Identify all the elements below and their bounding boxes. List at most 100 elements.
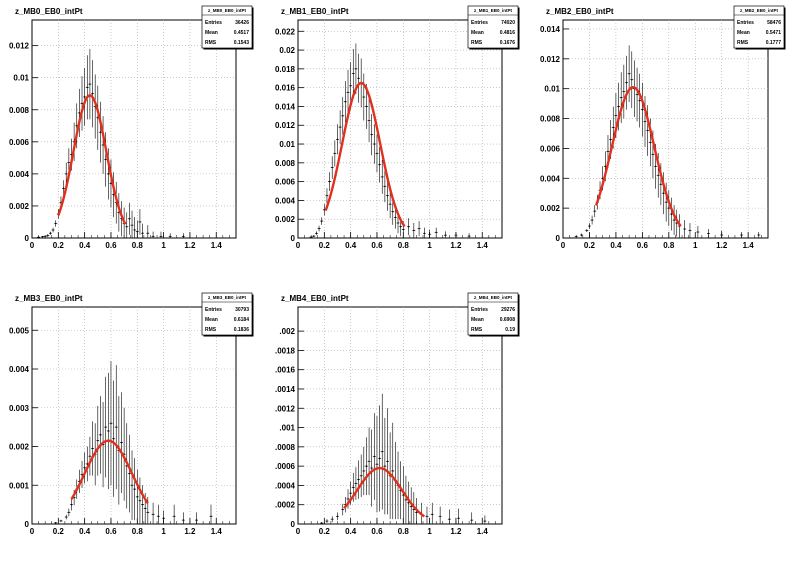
data-point bbox=[410, 505, 412, 508]
data-point bbox=[344, 101, 347, 103]
data-point bbox=[107, 173, 110, 175]
stats-box-name: z_MB0_EB0_intPt bbox=[208, 8, 247, 13]
data-point bbox=[402, 228, 404, 231]
y-tick-label: .0004 bbox=[275, 481, 296, 490]
data-point bbox=[662, 192, 665, 194]
y-tick-label: 0.02 bbox=[279, 46, 295, 55]
data-point bbox=[139, 221, 141, 223]
y-tick-label-zero: 0 bbox=[291, 234, 296, 243]
stats-label: RMS bbox=[205, 327, 217, 333]
data-point bbox=[392, 470, 394, 472]
data-point bbox=[99, 131, 102, 133]
data-point bbox=[455, 234, 457, 236]
data-point bbox=[86, 86, 88, 89]
data-point bbox=[376, 463, 378, 465]
data-point bbox=[665, 201, 667, 203]
data-point bbox=[89, 455, 91, 457]
data-point bbox=[336, 515, 339, 517]
data-point bbox=[331, 166, 333, 169]
data-point bbox=[49, 232, 52, 234]
x-tick-label: 0.2 bbox=[584, 241, 596, 250]
stats-value: 0.1543 bbox=[234, 40, 250, 46]
x-tick-label: 1 bbox=[161, 241, 166, 250]
x-tick-label: 0.4 bbox=[345, 527, 357, 536]
data-point bbox=[195, 519, 198, 521]
data-point bbox=[646, 129, 649, 132]
data-point bbox=[320, 522, 323, 524]
y-tick-label: 0.016 bbox=[275, 84, 296, 93]
data-point bbox=[360, 475, 362, 477]
data-point bbox=[78, 112, 81, 114]
stats-box-name: z_MB4_EB0_intPt bbox=[474, 295, 513, 300]
x-tick-label: 0.6 bbox=[105, 527, 117, 536]
y-tick-label-zero: 0 bbox=[291, 520, 296, 529]
data-point bbox=[136, 496, 138, 498]
data-point bbox=[47, 234, 49, 237]
data-point bbox=[60, 520, 62, 522]
data-point bbox=[673, 219, 675, 221]
data-point bbox=[182, 235, 185, 238]
stats-value: 0.5471 bbox=[766, 30, 782, 36]
data-point bbox=[689, 229, 691, 232]
stats-label: Mean bbox=[205, 317, 218, 323]
data-point bbox=[133, 229, 136, 231]
data-point bbox=[173, 515, 175, 517]
stats-value: 0.1777 bbox=[766, 40, 782, 46]
x-tick-label: 0.6 bbox=[637, 241, 649, 250]
x-tick-label: 1.2 bbox=[184, 527, 196, 536]
y-tick-label: 0.014 bbox=[275, 102, 296, 111]
x-tick-label: 0.6 bbox=[371, 241, 383, 250]
data-point bbox=[641, 108, 644, 111]
data-point bbox=[371, 133, 373, 136]
data-point bbox=[54, 522, 57, 524]
data-point bbox=[649, 141, 651, 144]
x-tick-label: 1.4 bbox=[211, 527, 223, 536]
stats-label: Mean bbox=[471, 30, 484, 36]
y-tick-label: 0.004 bbox=[9, 365, 30, 374]
stats-value: 0.6184 bbox=[234, 317, 250, 323]
data-point bbox=[639, 99, 641, 102]
data-point bbox=[128, 472, 131, 475]
data-point bbox=[349, 492, 352, 494]
y-tick-label: .0012 bbox=[275, 404, 296, 413]
x-tick-label: 0.4 bbox=[79, 527, 91, 536]
data-point bbox=[141, 232, 144, 234]
x-tick-label: 0.2 bbox=[319, 241, 331, 250]
y-tick-label: .0008 bbox=[275, 443, 296, 452]
x-tick-label: 1.2 bbox=[184, 241, 196, 250]
data-point bbox=[76, 125, 78, 127]
stats-label: RMS bbox=[737, 40, 749, 46]
data-point bbox=[609, 138, 612, 141]
data-point bbox=[152, 235, 154, 238]
x-tick-label: 1.2 bbox=[450, 241, 462, 250]
data-point bbox=[65, 516, 67, 518]
data-point bbox=[386, 460, 389, 463]
fit-curve bbox=[70, 439, 149, 504]
x-tick-label: 0.2 bbox=[53, 241, 65, 250]
histogram-panel-3: z_MB3_EB0_intPt 0 0.2 0.4 0.6 0.8 1 1.2 1.4 0.001… bbox=[9, 292, 254, 536]
x-tick-label: 0.8 bbox=[398, 241, 410, 250]
y-tick-label: 0.012 bbox=[540, 55, 561, 64]
data-point bbox=[83, 96, 86, 98]
data-point bbox=[654, 165, 657, 168]
data-point bbox=[97, 439, 99, 442]
histogram-panel-0: z_MB0_EB0_intPt 0 0.2 0.4 0.6 0.8 1 1.2 1.4 0.002… bbox=[9, 5, 254, 250]
data-point bbox=[70, 503, 73, 506]
data-point bbox=[363, 96, 365, 98]
stats-value: 30793 bbox=[235, 307, 249, 313]
stats-label: Entries bbox=[471, 307, 488, 313]
data-point bbox=[365, 465, 368, 467]
stats-box bbox=[201, 5, 253, 49]
stats-label: Mean bbox=[205, 30, 218, 36]
data-point bbox=[431, 513, 433, 516]
y-tick-label: .0018 bbox=[275, 346, 296, 355]
stats-value: 36426 bbox=[235, 20, 249, 26]
data-point bbox=[136, 230, 138, 233]
plot-frame bbox=[297, 306, 503, 525]
data-point bbox=[99, 434, 102, 436]
x-tick-label: 0.4 bbox=[79, 241, 91, 250]
data-point bbox=[394, 216, 397, 219]
stats-label: RMS bbox=[471, 327, 483, 333]
stats-value: 0.1676 bbox=[500, 40, 516, 46]
y-tick-label: .0016 bbox=[275, 366, 296, 375]
